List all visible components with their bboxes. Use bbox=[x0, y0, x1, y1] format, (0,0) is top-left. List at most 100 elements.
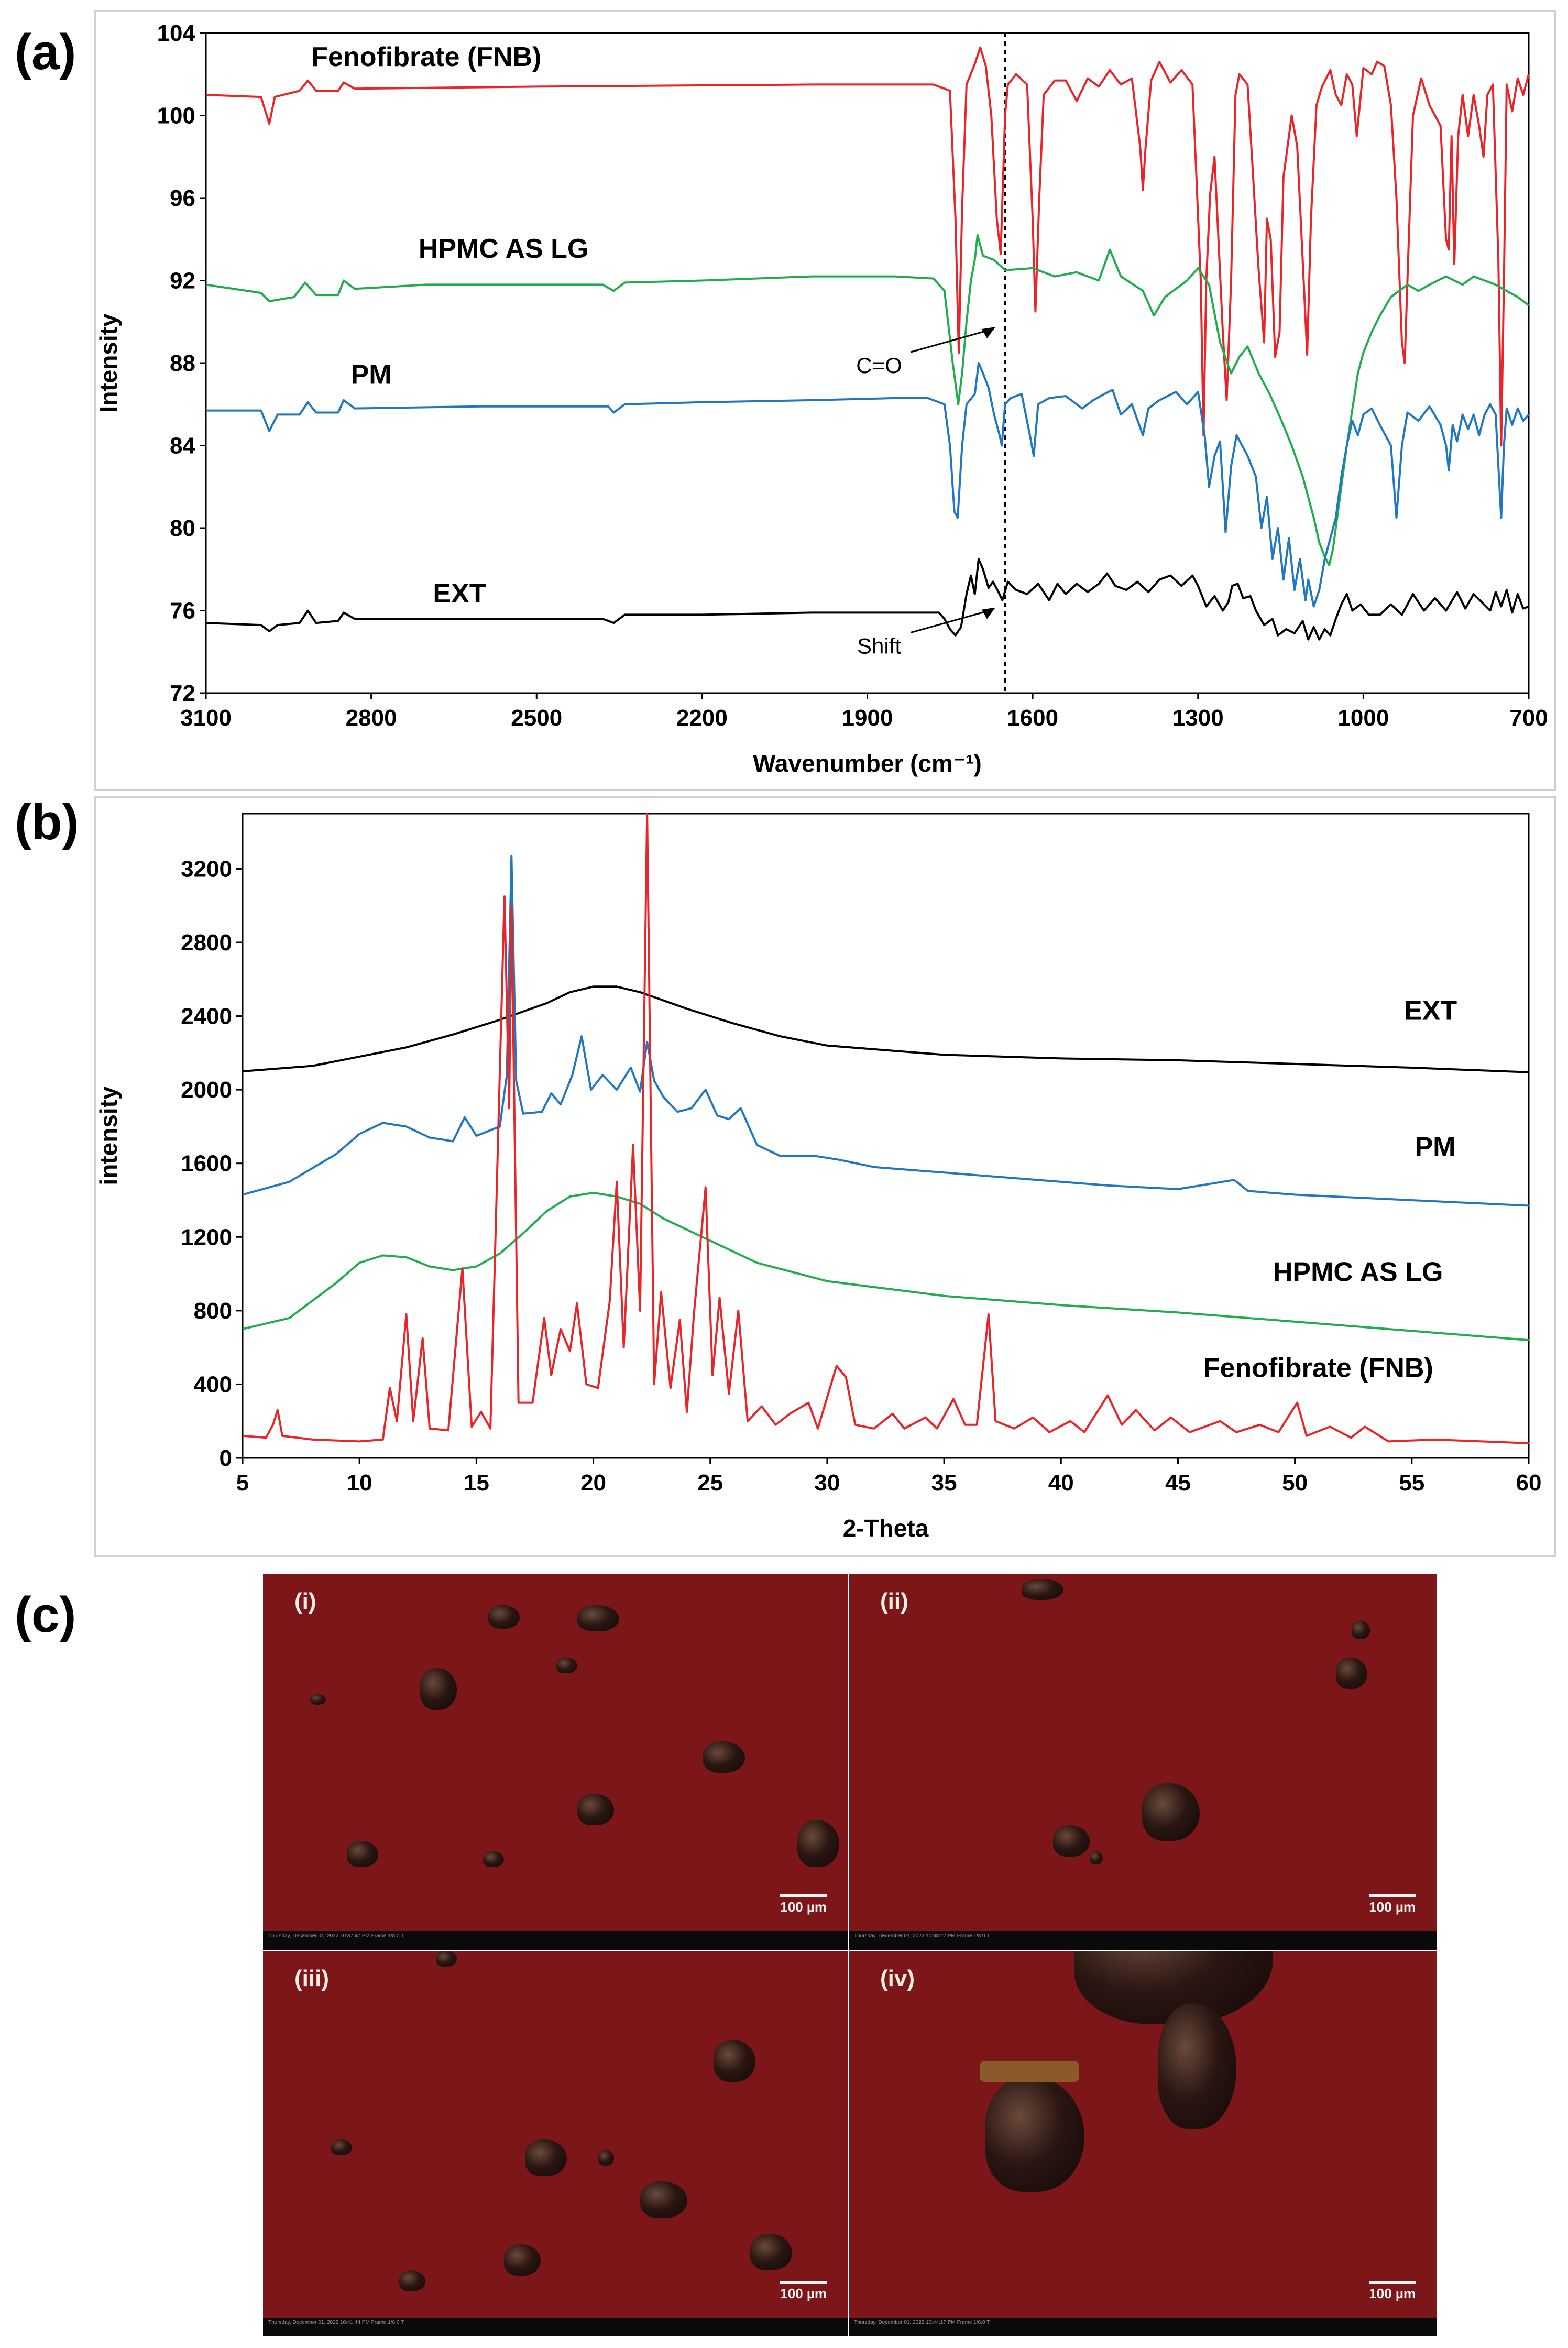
scale-bar-line bbox=[780, 2281, 827, 2284]
series-label: HPMC AS LG bbox=[419, 234, 589, 264]
y-tick-label: 76 bbox=[170, 598, 195, 624]
x-tick-label: 3100 bbox=[180, 705, 232, 731]
scale-bar-label: 100 µm bbox=[780, 1899, 827, 1915]
annotation-arrow bbox=[910, 610, 990, 634]
series-label: HPMC AS LG bbox=[1273, 1257, 1443, 1288]
x-tick-label: 20 bbox=[580, 1470, 606, 1496]
annotation-arrowhead bbox=[982, 327, 995, 339]
x-tick-label: 40 bbox=[1048, 1470, 1074, 1496]
annotation-arrowhead bbox=[982, 607, 995, 619]
particle bbox=[640, 2181, 687, 2218]
micrograph-timestamp: Thursday, December 01, 2022 10:38:27 PM … bbox=[854, 1933, 990, 1939]
ftir-chart: 72 76 80 84 88 92 96 100 104 3100 2800 2500 2200 1900… bbox=[95, 20, 1548, 777]
y-tick-label: 80 bbox=[170, 515, 195, 541]
particle bbox=[750, 2234, 792, 2270]
x-tick-label: 50 bbox=[1282, 1470, 1308, 1496]
particle bbox=[703, 1741, 745, 1773]
particle bbox=[504, 2244, 541, 2276]
particle bbox=[310, 1694, 326, 1705]
series-label: Fenofibrate (FNB) bbox=[311, 42, 541, 72]
particle bbox=[436, 1951, 457, 1967]
x-tick-label: 1600 bbox=[1007, 705, 1058, 731]
y-tick-label: 0 bbox=[220, 1445, 232, 1471]
x-tick-label: 1900 bbox=[842, 705, 893, 731]
x-tick-label: 5 bbox=[236, 1470, 249, 1496]
y-tick-label: 92 bbox=[170, 268, 195, 294]
scale-bar: 100 µm bbox=[1369, 1894, 1416, 1915]
y-tick-label: 3200 bbox=[181, 856, 232, 882]
x-axis-label: 2-Theta bbox=[843, 1515, 929, 1542]
micrograph-label: (ii) bbox=[880, 1588, 908, 1614]
particle bbox=[399, 2270, 425, 2291]
micrograph-timestamp: Thursday, December 01, 2022 10:41:44 PM … bbox=[268, 2320, 404, 2325]
x-tick-label: 15 bbox=[464, 1470, 489, 1496]
x-tick-label: 2200 bbox=[676, 705, 728, 731]
particle bbox=[1090, 1851, 1103, 1864]
particle bbox=[331, 2139, 352, 2155]
x-tick-label: 30 bbox=[814, 1470, 840, 1496]
particle bbox=[1336, 1658, 1367, 1689]
x-tick-label: 60 bbox=[1516, 1470, 1542, 1496]
particle bbox=[577, 1605, 619, 1631]
scale-bar-line bbox=[780, 1894, 827, 1897]
particle bbox=[483, 1851, 504, 1867]
particle bbox=[1158, 2003, 1236, 2129]
x-tick-label: 25 bbox=[697, 1470, 723, 1496]
micrograph-footer: Thursday, December 01, 2022 10:37:47 PM … bbox=[263, 1931, 848, 1950]
scale-bar-line bbox=[1369, 1894, 1416, 1897]
y-tick-label: 84 bbox=[170, 433, 195, 459]
particle bbox=[525, 2139, 567, 2176]
micrograph-timestamp: Thursday, December 01, 2022 10:44:17 PM … bbox=[854, 2320, 990, 2325]
annotation-label: C=O bbox=[856, 353, 902, 378]
particle bbox=[714, 2040, 755, 2082]
scale-bar: 100 µm bbox=[1369, 2281, 1416, 2302]
xrd-chart: 0 400 800 1200 1600 2000 2400 2800 3200 5 10 15 20 25… bbox=[95, 813, 1542, 1542]
x-axis-label: Wavenumber (cm⁻¹) bbox=[753, 750, 982, 777]
series-line-hpmc-as-lg bbox=[205, 234, 1530, 566]
series-label: PM bbox=[1415, 1132, 1455, 1162]
y-tick-label: 1600 bbox=[181, 1151, 232, 1177]
scale-bar: 100 µm bbox=[780, 1894, 827, 1915]
y-axis-label: intensity bbox=[96, 1086, 122, 1186]
particle bbox=[1022, 1579, 1063, 1600]
micrograph-ii: (ii) 100 µm Thursday, December 01, 2022 … bbox=[849, 1574, 1437, 1950]
series-line-ext bbox=[242, 985, 1529, 1073]
micrograph-footer: Thursday, December 01, 2022 10:38:27 PM … bbox=[849, 1931, 1437, 1950]
micrograph-label: (iv) bbox=[880, 1966, 915, 1991]
panel-label-a: (a) bbox=[15, 24, 76, 80]
scale-bar-label: 100 µm bbox=[1369, 2286, 1416, 2301]
micrograph-timestamp: Thursday, December 01, 2022 10:37:47 PM … bbox=[268, 1933, 404, 1939]
y-tick-label: 72 bbox=[170, 681, 195, 706]
scale-bar-label: 100 µm bbox=[1369, 1899, 1416, 1915]
particle bbox=[420, 1668, 457, 1710]
y-tick-label: 100 bbox=[157, 103, 195, 129]
particle bbox=[1142, 1783, 1200, 1841]
x-tick-label: 55 bbox=[1399, 1470, 1424, 1496]
scale-bar: 100 µm bbox=[780, 2281, 827, 2302]
y-tick-label: 2000 bbox=[181, 1077, 232, 1103]
y-tick-label: 2400 bbox=[181, 1004, 232, 1029]
micrograph-iii: (iii) 100 µm Thursday, December 01, 2022… bbox=[263, 1951, 848, 2336]
series-line-hpmc-as-lg bbox=[242, 1191, 1529, 1342]
panel-label-b: (b) bbox=[15, 794, 79, 850]
annotation-arrow bbox=[910, 329, 990, 353]
x-tick-label: 1000 bbox=[1337, 705, 1389, 731]
x-tick-label: 35 bbox=[931, 1470, 957, 1496]
series-label: Fenofibrate (FNB) bbox=[1203, 1353, 1433, 1383]
x-tick-label: 700 bbox=[1509, 705, 1548, 731]
scale-bar-line bbox=[1369, 2281, 1416, 2284]
micrograph-label: (iii) bbox=[294, 1966, 329, 1991]
series-line-pm bbox=[206, 362, 1530, 608]
particle bbox=[980, 2061, 1079, 2082]
series-line-fenofibrate-fnb- bbox=[242, 813, 1529, 1444]
series-label: PM bbox=[351, 359, 392, 390]
micrograph-iv: (iv) 100 µm Thursday, December 01, 2022 … bbox=[849, 1951, 1437, 2336]
particle bbox=[797, 1820, 839, 1867]
y-tick-label: 800 bbox=[194, 1298, 232, 1324]
xrd-chart-frame: 0 400 800 1200 1600 2000 2400 2800 3200 5 10 15 20 25… bbox=[94, 796, 1556, 1557]
x-tick-label: 2500 bbox=[511, 705, 562, 731]
particle bbox=[556, 1658, 577, 1673]
ftir-chart-frame: 72 76 80 84 88 92 96 100 104 3100 2800 2500 2200 1900… bbox=[94, 10, 1556, 791]
x-tick-label: 1300 bbox=[1172, 705, 1224, 731]
micrograph-label: (i) bbox=[294, 1588, 316, 1614]
